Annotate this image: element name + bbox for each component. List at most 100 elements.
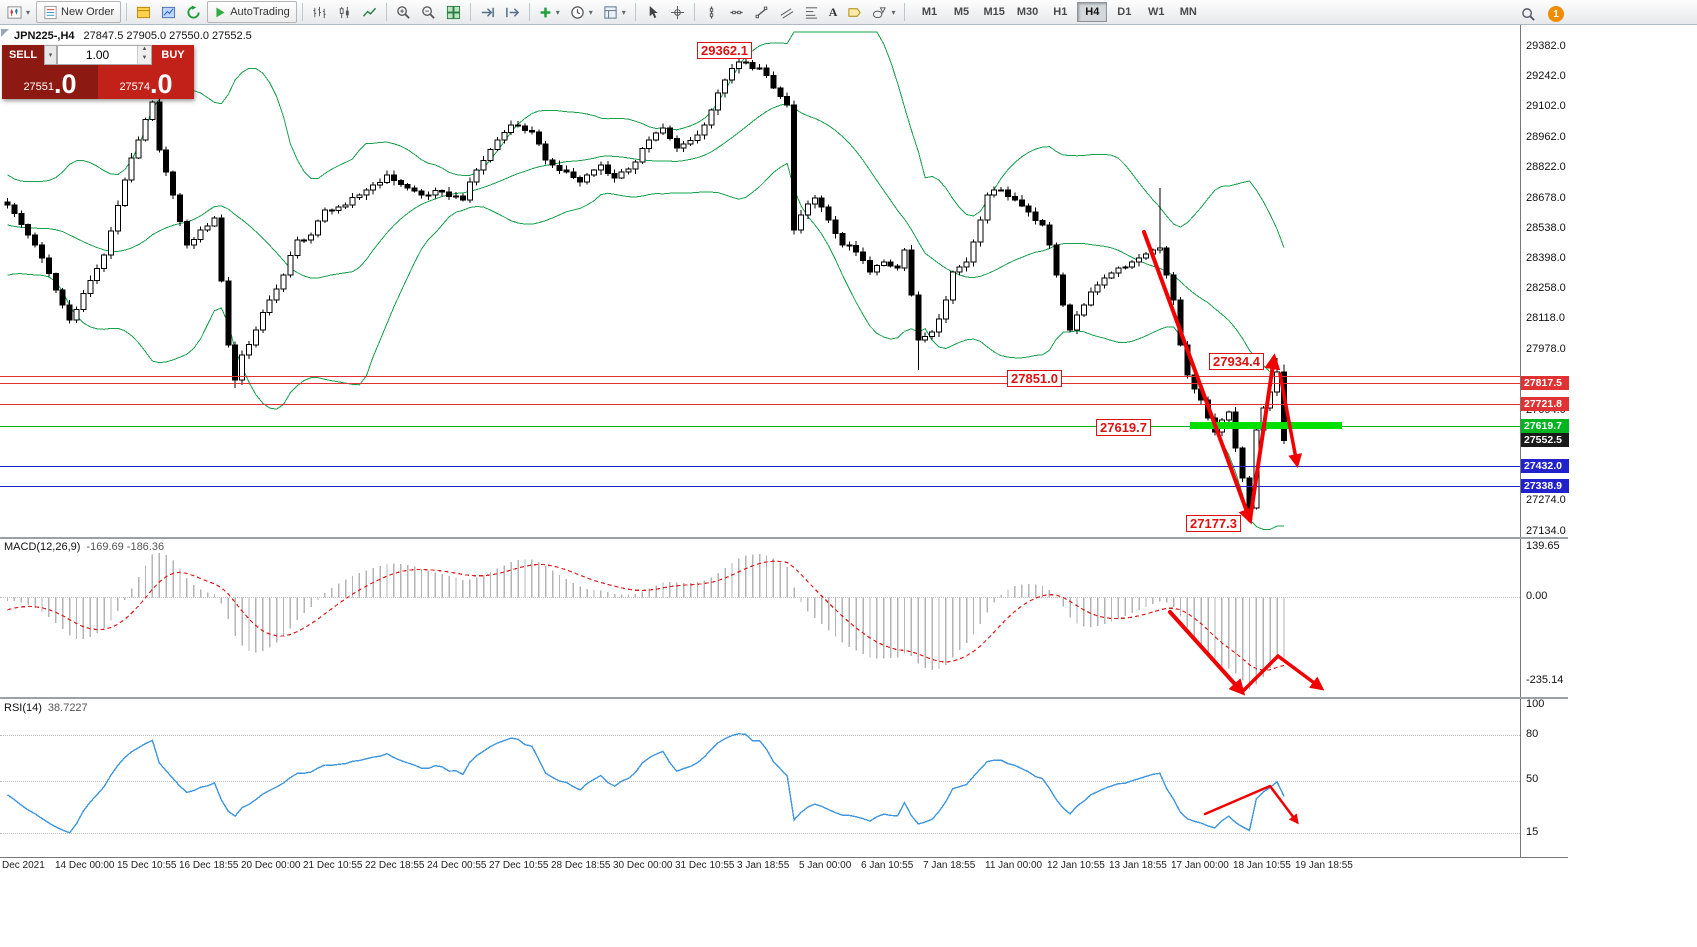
- shapes-tool-button[interactable]: ▾: [868, 1, 899, 23]
- zoom-out-button[interactable]: [417, 1, 440, 23]
- horizontal-line-tool-icon: [729, 5, 744, 20]
- new-chart-icon: [7, 5, 22, 20]
- toolbar-separator: [634, 3, 636, 21]
- toolbar-separator: [469, 3, 471, 21]
- crosshair-button[interactable]: [666, 1, 689, 23]
- timeframe-button-h4[interactable]: H4: [1077, 2, 1108, 22]
- time-axis-label: 21 Dec 10:55: [303, 860, 363, 871]
- text-tool-button[interactable]: A: [825, 1, 842, 23]
- horizontal-line-27338.9[interactable]: [0, 486, 1520, 488]
- price-annotation-27934.4[interactable]: 27934.4: [1209, 353, 1264, 370]
- bollinger-middle-band: [7, 102, 1285, 388]
- trendline-tool-icon: [754, 5, 769, 20]
- new-order-label: New Order: [61, 6, 115, 18]
- candlestick-chart-button[interactable]: [333, 1, 356, 23]
- price-axis-label: 28538.0: [1526, 221, 1566, 234]
- symbol-header: JPN225-,H4 27847.5 27905.0 27550.0 27552.…: [14, 30, 252, 42]
- channel-tool-button[interactable]: [775, 1, 798, 23]
- timeframe-button-h1[interactable]: H1: [1053, 6, 1068, 18]
- price-tag-27432.0: 27432.0: [1521, 459, 1569, 474]
- buy-price[interactable]: 27574.0: [98, 65, 194, 99]
- horizontal-line-27721.8[interactable]: [0, 403, 1520, 405]
- sell-price[interactable]: 27551.0: [2, 65, 98, 99]
- navigator-button[interactable]: [182, 1, 205, 23]
- price-axis-label: 28258.0: [1526, 282, 1566, 295]
- time-axis-label: 28 Dec 18:55: [551, 860, 611, 871]
- price-annotation-27177.3[interactable]: 27177.3: [1186, 515, 1241, 532]
- fibonacci-tool-button[interactable]: [800, 1, 823, 23]
- rsi-axis-label: 50: [1526, 773, 1539, 785]
- price-annotation-27851.0[interactable]: 27851.0: [1007, 370, 1062, 387]
- price-annotation-27619.7[interactable]: 27619.7: [1096, 419, 1151, 436]
- timeframe-button-m15[interactable]: M15: [983, 6, 1005, 18]
- sell-price-pips: .0: [54, 69, 77, 99]
- horizontal-line-27432[interactable]: [0, 466, 1520, 468]
- macd-zero-line: [0, 597, 1520, 599]
- chevron-down-icon: ▾: [588, 7, 593, 17]
- price-axis-label: 28678.0: [1526, 191, 1566, 204]
- spin-down-icon[interactable]: ▼: [138, 55, 151, 64]
- volume-dropdown-icon[interactable]: ▾: [44, 45, 57, 65]
- new-chart-button[interactable]: ▾: [3, 1, 34, 23]
- buy-price-pips: .0: [150, 69, 173, 99]
- rsi-panel-separator[interactable]: [0, 697, 1568, 699]
- zoom-in-button[interactable]: [392, 1, 415, 23]
- notification-badge[interactable]: 1: [1548, 6, 1564, 22]
- data-window-icon: [136, 5, 151, 20]
- toolbar-separator: [126, 3, 128, 21]
- timeframe-button-m5[interactable]: M5: [953, 6, 970, 18]
- sell-button[interactable]: SELL: [2, 45, 44, 65]
- macd-panel-separator[interactable]: [0, 537, 1568, 539]
- vertical-line-tool-button[interactable]: [700, 1, 723, 23]
- support-zone-segment[interactable]: [1190, 422, 1342, 430]
- price-axis-label: 27134.0: [1526, 524, 1566, 537]
- rsi-value: 38.7227: [47, 702, 88, 714]
- horizontal-line-tool-button[interactable]: [725, 1, 748, 23]
- one-click-collapse-icon[interactable]: [1, 29, 9, 37]
- autotrading-button[interactable]: AutoTrading: [207, 1, 297, 23]
- auto-scroll-button[interactable]: [476, 1, 499, 23]
- price-tag-27619.7: 27619.7: [1521, 418, 1569, 433]
- tile-windows-button[interactable]: [442, 1, 465, 23]
- price-axis-border[interactable]: [1520, 25, 1521, 858]
- price-axis-label: 27978.0: [1526, 342, 1566, 355]
- timeframe-button-w1[interactable]: W1: [1148, 6, 1165, 18]
- templates-button[interactable]: ▾: [599, 1, 630, 23]
- time-axis-label: 5 Jan 00:00: [799, 860, 852, 871]
- chart-shift-icon: [505, 5, 520, 20]
- search-button[interactable]: [1517, 3, 1540, 25]
- buy-button[interactable]: BUY: [152, 45, 194, 65]
- line-chart-button[interactable]: [358, 1, 381, 23]
- toolbar-separator: [693, 3, 695, 21]
- spin-up-icon[interactable]: ▲: [138, 46, 151, 55]
- bar-chart-button[interactable]: [308, 1, 331, 23]
- label-tool-button[interactable]: [843, 1, 866, 23]
- periods-button[interactable]: ▾: [566, 1, 597, 23]
- cursor-icon: [645, 5, 660, 20]
- trendline-tool-button[interactable]: [750, 1, 773, 23]
- timeframe-button-m30[interactable]: M30: [1016, 6, 1039, 18]
- horizontal-line-27851[interactable]: [0, 375, 1520, 377]
- price-annotation-29362.1[interactable]: 29362.1: [697, 42, 752, 59]
- timeframe-button-d1[interactable]: D1: [1117, 6, 1132, 18]
- chevron-down-icon: ▾: [555, 7, 560, 17]
- timeframe-button-mn[interactable]: MN: [1179, 6, 1197, 18]
- horizontal-line-27817.5[interactable]: [0, 383, 1520, 385]
- market-watch-button[interactable]: [157, 1, 180, 23]
- cursor-button[interactable]: [641, 1, 664, 23]
- volume-input[interactable]: [58, 46, 137, 64]
- toolbar-right-group: 1: [1516, 3, 1564, 25]
- chart-shift-button[interactable]: [501, 1, 524, 23]
- time-axis-label: 19 Jan 18:55: [1295, 860, 1353, 871]
- indicators-plus-icon: [539, 6, 552, 19]
- new-order-button[interactable]: New Order: [36, 1, 122, 23]
- data-window-button[interactable]: [132, 1, 155, 23]
- indicators-button[interactable]: ▾: [535, 1, 564, 23]
- timeframe-button-m1[interactable]: M1: [921, 6, 938, 18]
- time-axis-label: 31 Dec 10:55: [675, 860, 735, 871]
- time-axis-label: 12 Jan 10:55: [1047, 860, 1105, 871]
- horizontal-line-27619.7[interactable]: [0, 425, 1520, 427]
- ohlc-values: 27847.5 27905.0 27550.0 27552.5: [83, 30, 252, 42]
